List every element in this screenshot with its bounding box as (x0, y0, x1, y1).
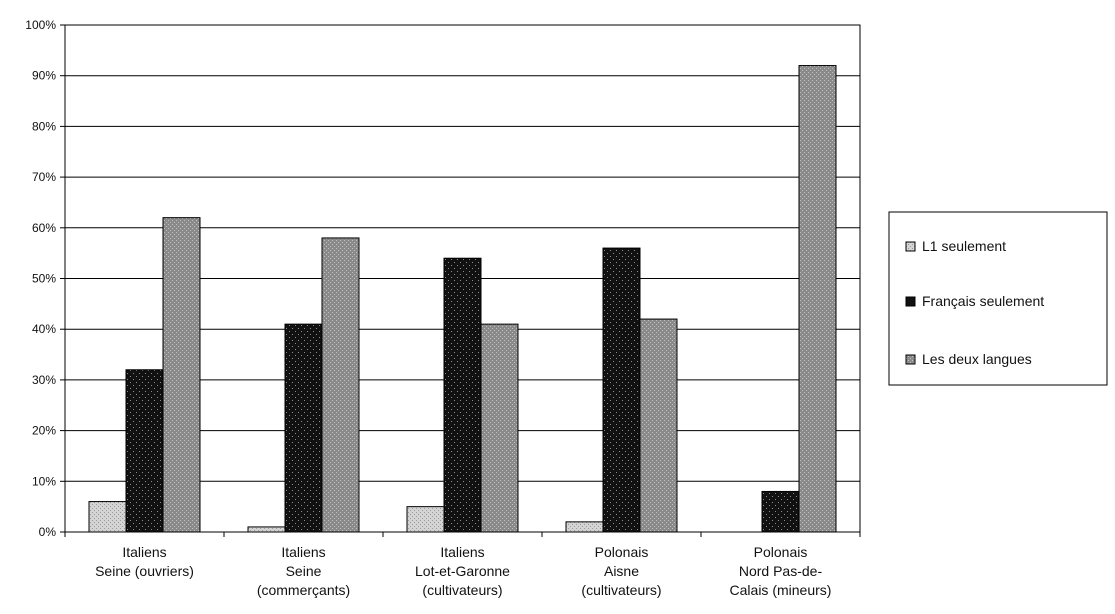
bar-1-cat-3 (406, 506, 445, 533)
axes (64, 24, 861, 533)
plot-frame (64, 24, 861, 533)
legend-label-l1: L1 seulement (922, 238, 1006, 254)
x-axis-category-labels: Italiens Seine (ouvriers) Italiens Seine (co… (64, 532, 861, 598)
x-category-label: (cultivateurs) (581, 582, 661, 598)
y-tick-label: 50% (32, 272, 56, 286)
bar-1-cat-2 (247, 526, 286, 533)
legend-label-deux-langues: Les deux langues (922, 351, 1032, 367)
y-tick-label: 40% (32, 322, 56, 336)
x-category-label: Seine (286, 563, 322, 579)
bar-3-cat-3 (480, 323, 519, 533)
y-tick-label: 30% (32, 373, 56, 387)
y-tick-label: 20% (32, 424, 56, 438)
legend-swatch-deux-langues (905, 354, 916, 365)
bar-3-cat-5 (798, 65, 837, 533)
bar-2-cat-4 (602, 247, 641, 533)
bar-2-cat-1 (125, 369, 164, 533)
x-category-label: Seine (ouvriers) (95, 563, 194, 579)
x-category-label: Italiens (122, 544, 166, 560)
bar-1-cat-1 (88, 501, 127, 533)
x-category-label: Italiens (440, 544, 484, 560)
y-tick-label: 100% (25, 18, 56, 32)
y-axis-tick-labels: 0% 10% 20% 30% 40% 50% 60% 70% 80% 90% 100% (25, 18, 65, 539)
bar-2-cat-2 (284, 323, 323, 533)
x-category-label: (commerçants) (257, 582, 350, 598)
bar-3-cat-4 (639, 318, 678, 533)
x-category-label: Aisne (604, 563, 639, 579)
legend-swatch-francais (905, 296, 916, 307)
y-tick-label: 0% (39, 525, 57, 539)
legend-swatch-l1 (905, 241, 916, 252)
y-tick-label: 60% (32, 221, 56, 235)
bar-1-cat-4 (565, 521, 604, 533)
legend-box (888, 211, 1108, 386)
y-tick-label: 10% (32, 474, 56, 488)
x-category-label: Italiens (281, 544, 325, 560)
x-category-label: Polonais (754, 544, 808, 560)
x-category-label: Lot-et-Garonne (415, 563, 510, 579)
bar-2-cat-5 (761, 490, 800, 533)
bar-3-cat-2 (321, 237, 360, 533)
x-category-label: (cultivateurs) (422, 582, 502, 598)
x-category-label: Nord Pas-de- (739, 563, 823, 579)
bar-3-cat-1 (162, 217, 201, 533)
y-tick-label: 70% (32, 170, 56, 184)
bar-2-cat-3 (443, 257, 482, 533)
legend-label-francais: Français seulement (922, 293, 1044, 309)
bars (88, 65, 837, 533)
x-category-label: Polonais (595, 544, 649, 560)
y-tick-label: 80% (32, 119, 56, 133)
y-tick-label: 90% (32, 69, 56, 83)
x-category-label: Calais (mineurs) (730, 582, 832, 598)
legend: L1 seulement Français seulement Les deux… (888, 211, 1108, 386)
